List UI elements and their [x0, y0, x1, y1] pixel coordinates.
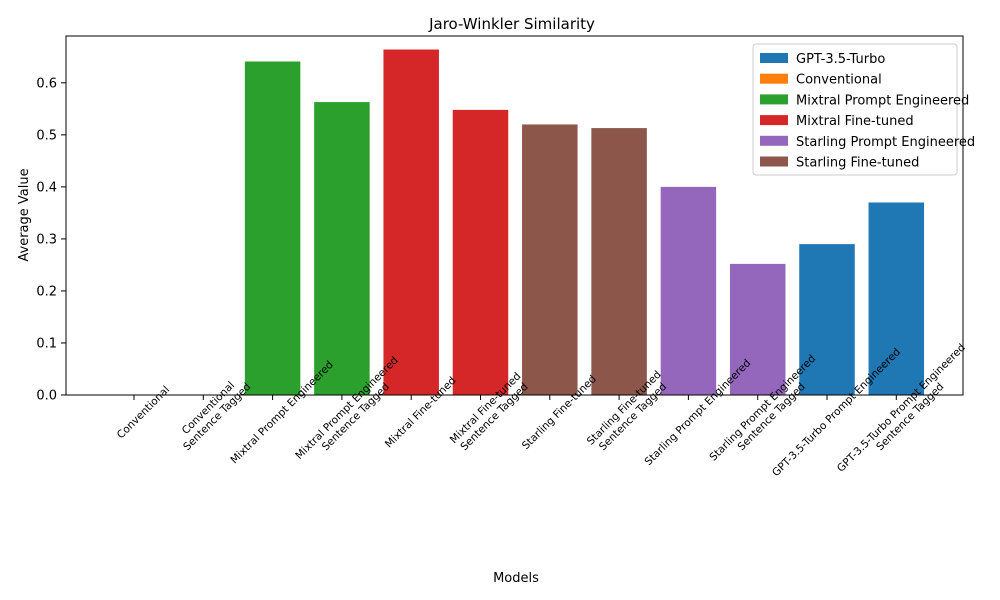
y-tick-label: 0.5 — [36, 128, 57, 143]
legend-label: Conventional — [796, 73, 882, 88]
bar — [244, 61, 301, 396]
legend-swatch — [760, 73, 788, 84]
bar — [314, 102, 370, 395]
y-tick-label: 0.3 — [36, 232, 57, 247]
chart-title: Jaro-Winkler Similarity — [428, 15, 595, 33]
legend-box — [752, 43, 958, 176]
bar — [591, 128, 647, 395]
legend: GPT-3.5-Turbo Conventional Mixtral Prompt … — [752, 43, 975, 176]
x-tick-label: Conventional — [115, 384, 172, 441]
legend-label: Starling Prompt Engineered — [796, 135, 975, 150]
y-tick-label: 0.6 — [36, 76, 57, 91]
bar — [868, 202, 925, 395]
bar — [383, 49, 439, 395]
x-tick-label: ConventionalSentence Tagged — [172, 372, 253, 453]
x-axis-label: Models — [493, 571, 539, 586]
bar — [522, 124, 578, 395]
legend-swatch — [760, 156, 788, 167]
plot-frame — [65, 35, 964, 396]
legend-swatch — [760, 53, 788, 63]
legend-swatch — [760, 115, 788, 126]
legend-label: Mixtral Prompt Engineered — [796, 93, 969, 108]
x-tick-label-line: Conventional — [115, 384, 172, 441]
legend-swatch — [760, 135, 788, 146]
bar — [660, 186, 717, 395]
legend-label: Mixtral Fine-tuned — [796, 114, 914, 129]
legend-swatch — [760, 94, 788, 105]
legend-label: GPT-3.5-Turbo — [796, 52, 885, 67]
legend-label: Starling Fine-tuned — [796, 156, 919, 171]
bar — [729, 263, 786, 395]
y-tick-label: 0.4 — [36, 180, 57, 195]
bar — [452, 109, 509, 395]
y-tick-label: 0.2 — [36, 284, 57, 299]
bar — [799, 244, 855, 395]
y-tick-label: 0.1 — [36, 336, 57, 351]
y-tick-label: 0.0 — [36, 389, 57, 404]
y-axis-label: Average Value — [17, 168, 32, 261]
